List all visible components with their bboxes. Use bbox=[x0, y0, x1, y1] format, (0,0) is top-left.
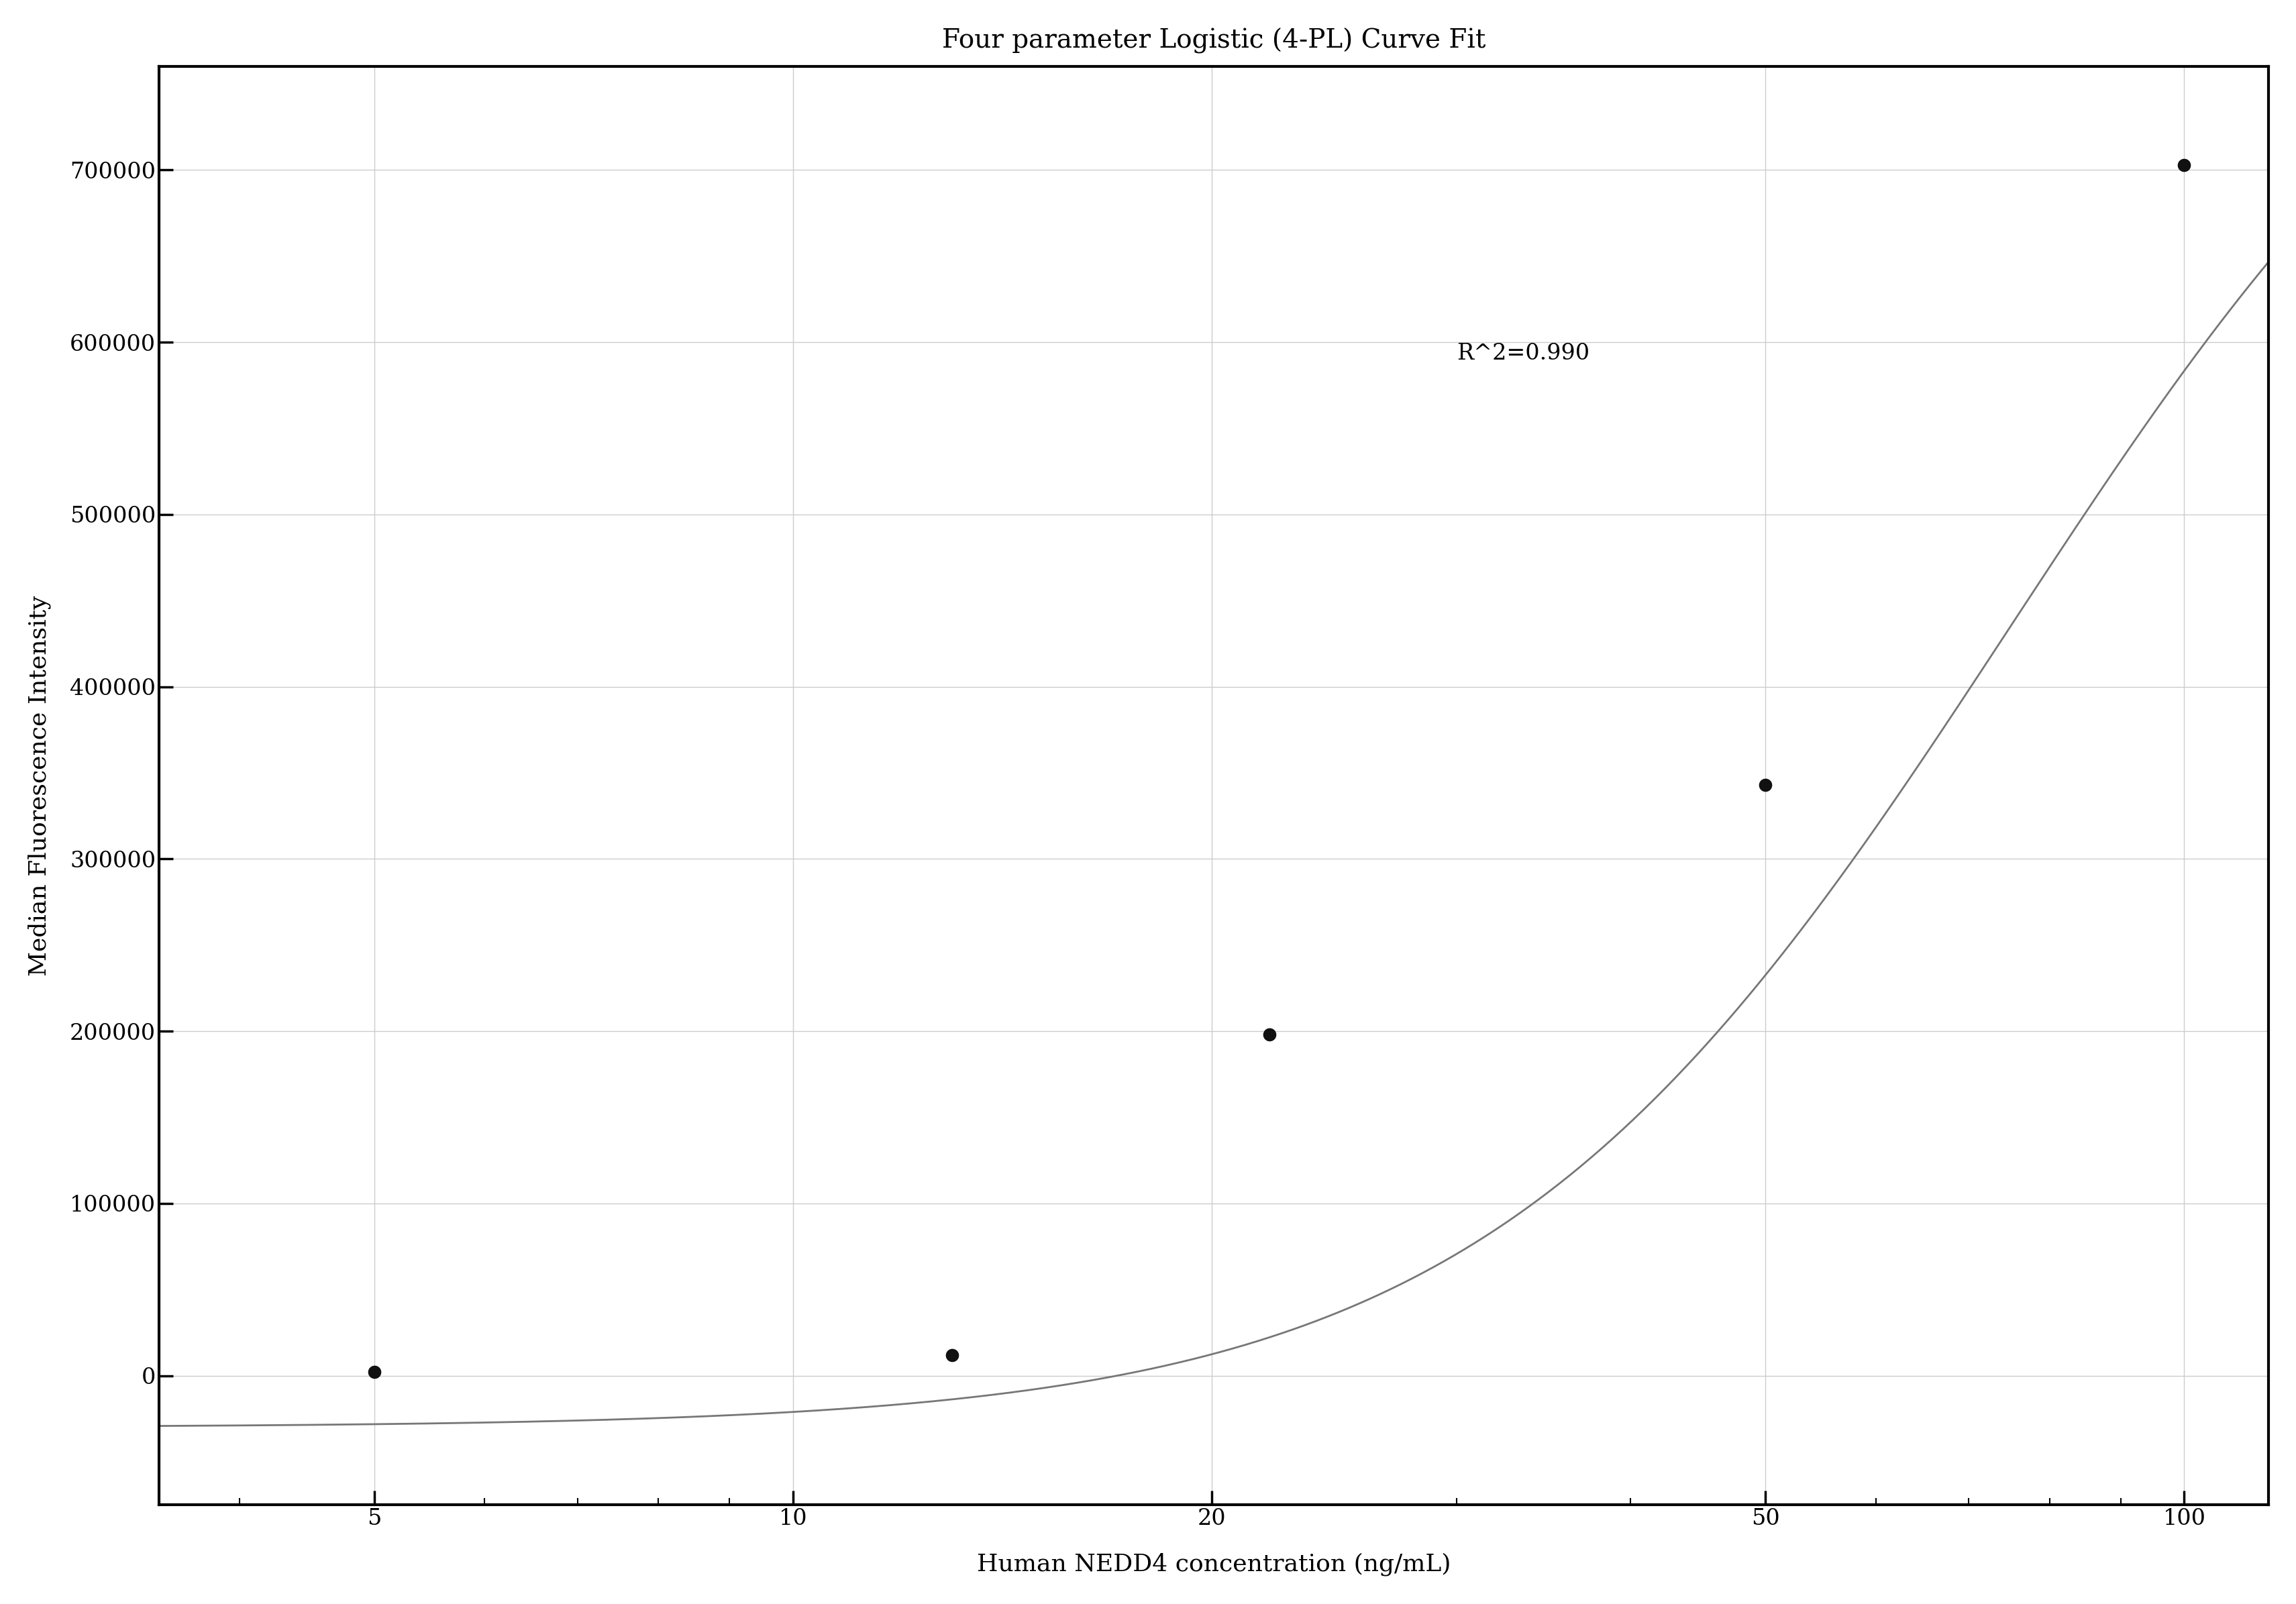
Point bbox=[2165, 152, 2202, 178]
X-axis label: Human NEDD4 concentration (ng/mL): Human NEDD4 concentration (ng/mL) bbox=[976, 1553, 1451, 1577]
Point bbox=[1747, 772, 1784, 797]
Text: R^2=0.990: R^2=0.990 bbox=[1456, 343, 1589, 364]
Point bbox=[932, 1343, 969, 1368]
Point bbox=[1251, 1022, 1288, 1047]
Title: Four parameter Logistic (4-PL) Curve Fit: Four parameter Logistic (4-PL) Curve Fit bbox=[941, 27, 1486, 53]
Point bbox=[356, 1359, 393, 1384]
Y-axis label: Median Fluorescence Intensity: Median Fluorescence Intensity bbox=[28, 595, 51, 977]
